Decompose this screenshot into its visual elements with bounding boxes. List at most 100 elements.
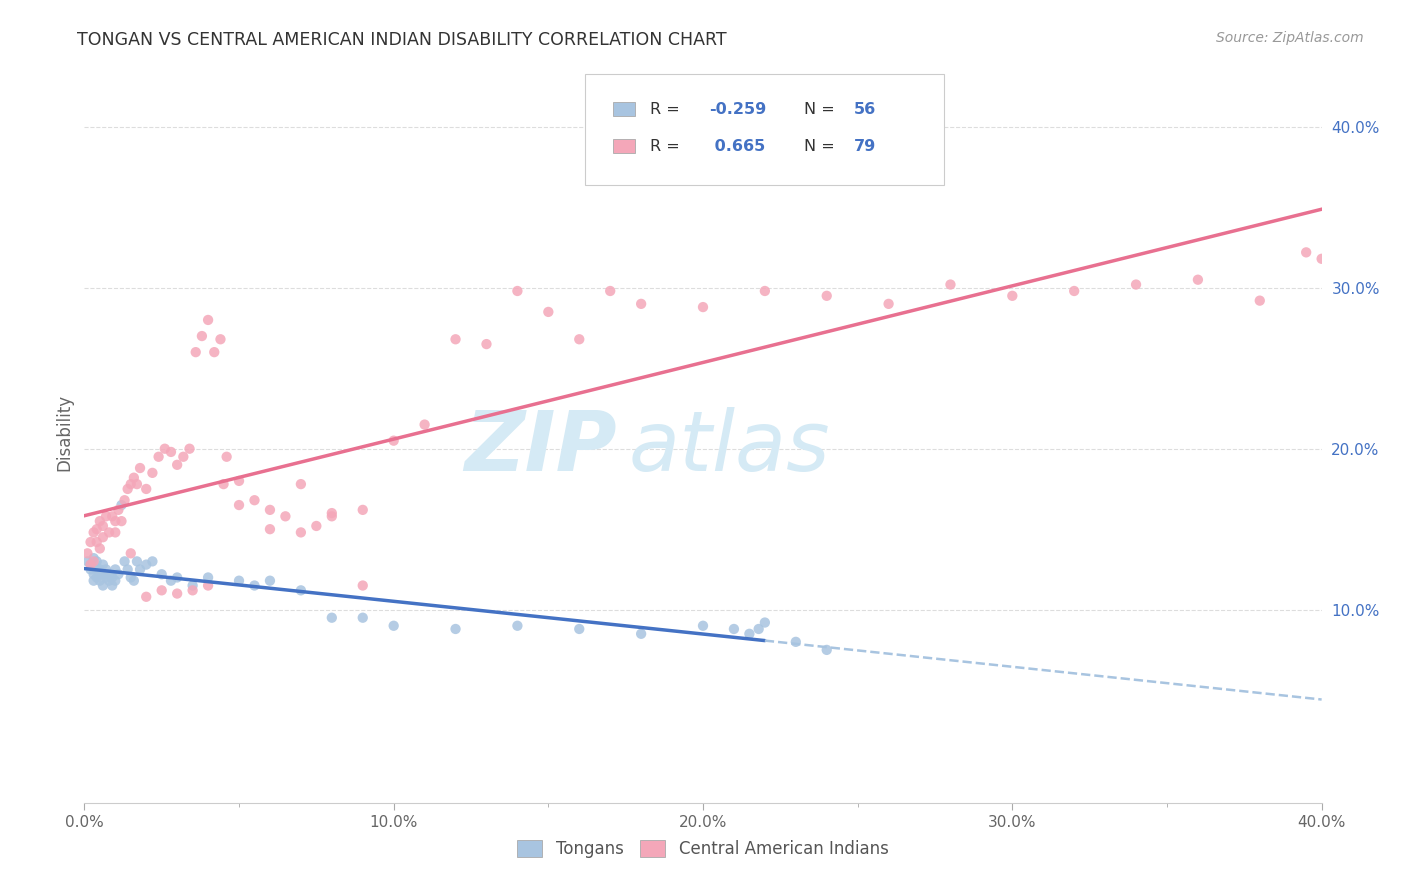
Point xyxy=(94,509,117,524)
Point xyxy=(179,442,201,456)
Point xyxy=(120,570,142,584)
Point xyxy=(352,610,374,624)
Point xyxy=(191,329,214,343)
Point xyxy=(94,570,117,584)
Point xyxy=(243,578,266,592)
Text: N =: N = xyxy=(804,102,841,117)
Point xyxy=(89,562,111,576)
Point xyxy=(877,297,900,311)
Point xyxy=(382,619,405,633)
Point xyxy=(153,442,176,456)
Point xyxy=(172,450,194,464)
Bar xyxy=(613,139,636,153)
Point xyxy=(135,590,157,604)
Text: -0.259: -0.259 xyxy=(709,102,766,117)
Point xyxy=(692,300,714,314)
Point xyxy=(79,558,101,572)
Point xyxy=(352,503,374,517)
Point xyxy=(166,458,188,472)
Point xyxy=(228,474,250,488)
Point xyxy=(76,554,98,568)
Point xyxy=(94,562,117,576)
Y-axis label: Disability: Disability xyxy=(55,394,73,471)
Point xyxy=(83,525,105,540)
Point xyxy=(107,503,129,517)
Point xyxy=(110,514,132,528)
Point xyxy=(122,471,145,485)
Point xyxy=(259,574,281,588)
Point xyxy=(114,554,136,568)
Point xyxy=(98,525,121,540)
Point xyxy=(738,627,761,641)
Point xyxy=(506,284,529,298)
Point xyxy=(86,535,108,549)
Point xyxy=(413,417,436,432)
Point xyxy=(212,477,235,491)
Point xyxy=(91,519,114,533)
Point xyxy=(79,562,101,576)
Point xyxy=(148,450,170,464)
Point xyxy=(197,578,219,592)
Point xyxy=(754,615,776,630)
Point xyxy=(321,610,343,624)
Point xyxy=(150,567,173,582)
Point xyxy=(89,541,111,556)
Point xyxy=(444,332,467,346)
Text: Source: ZipAtlas.com: Source: ZipAtlas.com xyxy=(1216,31,1364,45)
Point xyxy=(259,503,281,517)
Point xyxy=(79,535,101,549)
Point xyxy=(815,643,838,657)
Text: atlas: atlas xyxy=(628,407,831,488)
Point xyxy=(321,509,343,524)
Point xyxy=(129,562,152,576)
Point xyxy=(110,498,132,512)
Point xyxy=(89,574,111,588)
Point xyxy=(150,583,173,598)
Point xyxy=(321,506,343,520)
Point xyxy=(274,509,297,524)
Point xyxy=(91,567,114,582)
Point xyxy=(98,574,121,588)
Point xyxy=(89,514,111,528)
Point xyxy=(83,574,105,588)
Text: TONGAN VS CENTRAL AMERICAN INDIAN DISABILITY CORRELATION CHART: TONGAN VS CENTRAL AMERICAN INDIAN DISABI… xyxy=(77,31,727,49)
Point xyxy=(748,622,770,636)
Point xyxy=(89,567,111,582)
Point xyxy=(120,477,142,491)
Point xyxy=(228,498,250,512)
Point xyxy=(290,583,312,598)
Point xyxy=(184,345,207,359)
Point xyxy=(475,337,498,351)
Point xyxy=(243,493,266,508)
Point xyxy=(160,574,183,588)
Point xyxy=(1310,252,1333,266)
Point xyxy=(1295,245,1317,260)
Point xyxy=(723,622,745,636)
Point xyxy=(259,522,281,536)
Point xyxy=(1249,293,1271,308)
Point xyxy=(86,554,108,568)
Bar xyxy=(613,103,636,116)
Point xyxy=(630,297,652,311)
Point xyxy=(568,332,591,346)
Point xyxy=(1001,289,1024,303)
Point xyxy=(1125,277,1147,292)
Point xyxy=(101,509,124,524)
Point xyxy=(91,530,114,544)
Point xyxy=(305,519,328,533)
Point xyxy=(209,332,232,346)
Point xyxy=(181,583,204,598)
Text: 79: 79 xyxy=(853,138,876,153)
Point xyxy=(86,522,108,536)
Point xyxy=(104,525,127,540)
Point xyxy=(692,619,714,633)
Point xyxy=(506,619,529,633)
Point xyxy=(83,554,105,568)
Point xyxy=(141,554,163,568)
Point xyxy=(117,482,139,496)
Point xyxy=(98,567,121,582)
Point xyxy=(382,434,405,448)
Point xyxy=(101,578,124,592)
Point xyxy=(228,574,250,588)
Point xyxy=(104,574,127,588)
